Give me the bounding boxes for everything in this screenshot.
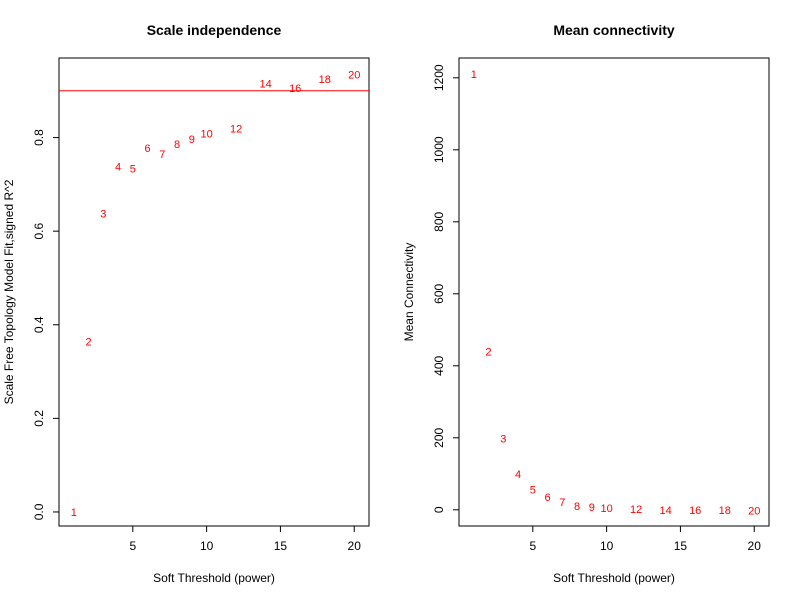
x-axis: 5 10 15 20 <box>129 525 362 553</box>
data-point-label: 5 <box>130 163 136 175</box>
x-tick-label: 20 <box>348 539 362 553</box>
x-axis-label: Soft Threshold (power) <box>153 571 275 585</box>
data-point-label: 20 <box>348 69 360 81</box>
data-point-label: 16 <box>289 83 301 95</box>
data-point-label: 12 <box>630 504 642 516</box>
x-axis-label: Soft Threshold (power) <box>553 571 675 585</box>
x-axis: 5 10 15 20 <box>529 525 762 553</box>
x-tick-label: 5 <box>129 539 136 553</box>
x-tick-label: 20 <box>748 539 762 553</box>
data-point-label: 2 <box>85 337 91 349</box>
data-point-label: 5 <box>530 485 536 497</box>
y-tick-label: 200 <box>432 427 446 447</box>
panel-mean-connectivity: Mean connectivity Soft Threshold (power)… <box>402 22 770 585</box>
data-point-label: 6 <box>545 492 551 504</box>
y-tick-label: 400 <box>432 355 446 375</box>
x-tick-label: 5 <box>529 539 536 553</box>
panel-title: Scale independence <box>147 22 282 38</box>
y-tick-label: 0.0 <box>32 503 46 520</box>
data-point-label: 8 <box>574 501 580 513</box>
x-tick-label: 10 <box>600 539 614 553</box>
data-point-label: 10 <box>600 503 612 515</box>
data-point-label: 4 <box>515 469 521 481</box>
y-tick-label: 0.8 <box>32 129 46 146</box>
y-tick-label: 1000 <box>432 136 446 163</box>
data-point-label: 4 <box>115 162 121 174</box>
x-tick-label: 15 <box>274 539 288 553</box>
y-axis: 0 200 400 600 800 1000 1200 <box>432 64 460 513</box>
data-point-label: 16 <box>689 505 701 517</box>
y-axis: 0.0 0.2 0.4 0.6 0.8 <box>32 129 60 520</box>
panel-scale-independence: Scale independence Soft Threshold (power… <box>2 22 370 585</box>
data-point-label: 7 <box>559 497 565 509</box>
y-tick-label: 0.2 <box>32 410 46 427</box>
data-point-label: 14 <box>660 505 672 517</box>
data-point-label: 12 <box>230 124 242 136</box>
data-point-label: 6 <box>145 143 151 155</box>
data-point-label: 18 <box>319 74 331 86</box>
data-point-label: 3 <box>500 434 506 446</box>
y-tick-label: 1200 <box>432 64 446 91</box>
data-point-label: 10 <box>200 128 212 140</box>
data-point-label: 9 <box>589 502 595 514</box>
y-tick-label: 0 <box>432 506 446 513</box>
data-point-label: 18 <box>719 505 731 517</box>
data-point-label: 1 <box>471 69 477 81</box>
data-point-label: 2 <box>485 346 491 358</box>
x-tick-label: 10 <box>200 539 214 553</box>
data-point-label: 1 <box>71 507 77 519</box>
y-axis-label: Scale Free Topology Model Fit,signed R^2 <box>2 179 16 404</box>
y-tick-label: 0.6 <box>32 222 46 239</box>
data-point-label: 20 <box>748 506 760 518</box>
panel-title: Mean connectivity <box>553 22 675 38</box>
y-tick-label: 800 <box>432 211 446 231</box>
data-point-label: 9 <box>189 134 195 146</box>
x-tick-label: 15 <box>674 539 688 553</box>
y-tick-label: 0.4 <box>32 316 46 333</box>
y-tick-label: 600 <box>432 283 446 303</box>
data-point-label: 7 <box>159 149 165 161</box>
data-point-label: 3 <box>100 208 106 220</box>
data-point-label: 14 <box>260 79 272 91</box>
y-axis-label: Mean Connectivity <box>402 243 416 342</box>
data-point-label: 8 <box>174 139 180 151</box>
